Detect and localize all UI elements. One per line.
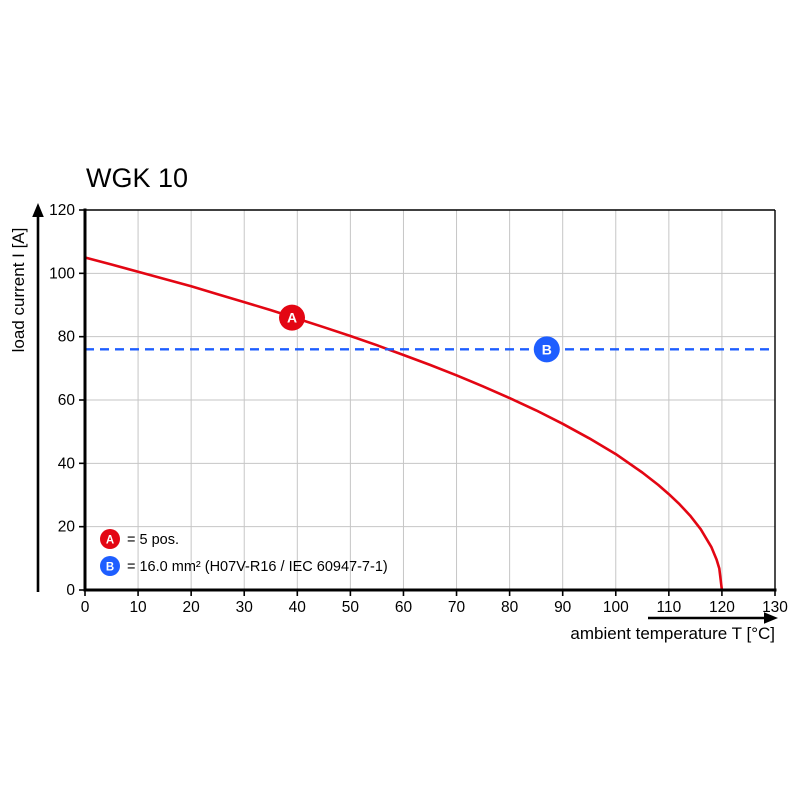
- tick-layer: 0 10 20 30 40 50 60 70 80 90 100 110 120 130 0 20 40 60 80…: [49, 202, 788, 616]
- y-tick-label-20: 20: [58, 519, 76, 536]
- y-axis-label: load current I [A]: [9, 228, 28, 353]
- chart-title: WGK 10: [86, 163, 188, 193]
- y-tick-label-120: 120: [49, 202, 75, 219]
- legend-item-b: B = 16.0 mm² (H07V-R16 / IEC 60947-7-1): [100, 556, 388, 576]
- y-axis-arrow: [32, 203, 44, 592]
- marker-b-circle: [533, 336, 560, 363]
- x-axis-label: ambient temperature T [°C]: [570, 624, 775, 643]
- marker-a: A: [279, 304, 305, 331]
- x-tick-label-30: 30: [236, 599, 254, 616]
- legend-label-a: = 5 pos.: [127, 532, 179, 548]
- x-tick-label-20: 20: [183, 599, 201, 616]
- x-tick-label-110: 110: [656, 599, 681, 616]
- legend-badge-b: [100, 556, 120, 576]
- marker-a-letter: A: [287, 310, 297, 326]
- legend-item-a: A = 5 pos.: [100, 529, 179, 549]
- x-tick-label-100: 100: [603, 599, 629, 616]
- y-tick-label-60: 60: [58, 392, 76, 409]
- y-tick-label-0: 0: [66, 582, 75, 599]
- x-tick-label-0: 0: [81, 599, 90, 616]
- x-axis-arrow: [648, 612, 778, 624]
- series-layer: [84, 256, 775, 591]
- marker-b: B: [533, 336, 560, 363]
- marker-b-letter: B: [542, 341, 552, 357]
- marker-a-circle: [279, 304, 305, 331]
- legend-badge-a: [100, 529, 120, 549]
- x-tick-label-80: 80: [501, 599, 519, 616]
- x-tick-label-50: 50: [342, 599, 360, 616]
- y-tick-label-80: 80: [58, 329, 76, 346]
- x-tick-label-130: 130: [762, 599, 788, 616]
- x-tick-label-70: 70: [448, 599, 466, 616]
- legend-badge-b-letter: B: [106, 562, 114, 574]
- grid-layer: [85, 210, 775, 590]
- marker-layer: AB: [279, 304, 560, 363]
- x-tick-label-90: 90: [554, 599, 572, 616]
- legend: A = 5 pos. B = 16.0 mm² (H07V-R16 / IEC …: [100, 529, 388, 576]
- x-tick-label-120: 120: [709, 599, 735, 616]
- y-tick-label-40: 40: [58, 455, 76, 472]
- x-tick-label-40: 40: [289, 599, 307, 616]
- y-tick-label-100: 100: [49, 265, 75, 282]
- series-curve-a: [84, 256, 724, 591]
- legend-label-b: = 16.0 mm² (H07V-R16 / IEC 60947-7-1): [127, 559, 388, 575]
- x-tick-label-60: 60: [395, 599, 413, 616]
- x-tick-label-10: 10: [129, 599, 147, 616]
- legend-badge-a-letter: A: [106, 535, 114, 547]
